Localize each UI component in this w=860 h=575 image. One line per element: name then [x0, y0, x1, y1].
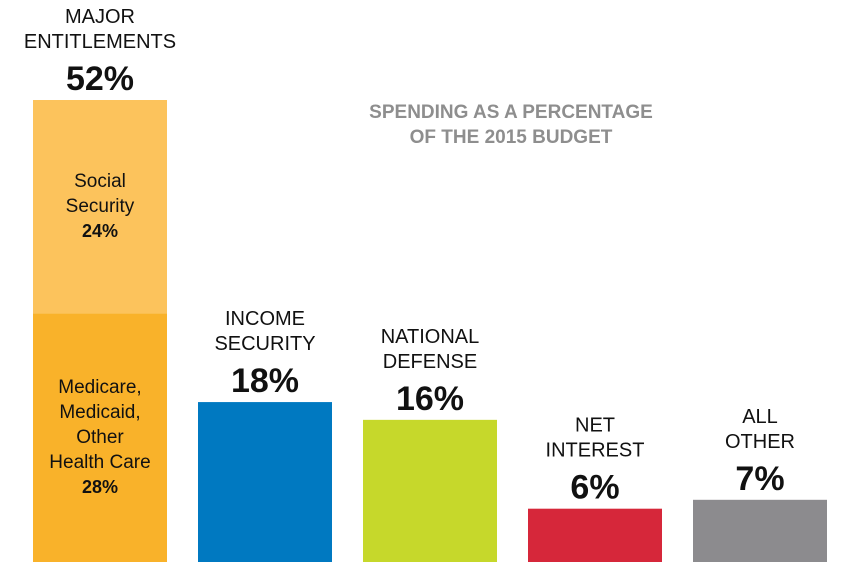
bar-label-net-interest: NET: [575, 415, 615, 437]
segment-label-medicare-medicaid: Health Care: [49, 452, 150, 473]
bar-label-all-other: OTHER: [725, 431, 795, 453]
bar-net-interest: [528, 508, 662, 562]
bar-label-major-entitlements: ENTITLEMENTS: [24, 31, 176, 53]
bar-income-security: [198, 402, 332, 562]
segment-label-medicare-medicaid: Medicaid,: [59, 402, 140, 423]
bar-value-all-other: 7%: [735, 460, 784, 498]
bar-national-defense: [363, 419, 497, 562]
bar-value-national-defense: 16%: [396, 380, 464, 418]
bar-labels: Medicare, Medicaid, Other Health Care 28% Soc…: [24, 6, 795, 507]
bar-segment-medicare-medicaid: [33, 313, 167, 562]
bar-label-all-other: ALL: [742, 406, 778, 428]
bars: [33, 100, 827, 562]
bar-value-major-entitlements: 52%: [66, 60, 134, 98]
chart-title-line: SPENDING AS A PERCENTAGE: [369, 102, 653, 123]
bar-value-net-interest: 6%: [570, 469, 619, 507]
segment-value-medicare-medicaid: 28%: [82, 477, 118, 497]
segment-label-social-security: Security: [66, 196, 135, 217]
bar-label-income-security: SECURITY: [214, 333, 315, 355]
bar-label-major-entitlements: MAJOR: [65, 6, 135, 28]
bar-segment-social-security: [33, 100, 167, 314]
bar-label-net-interest: INTEREST: [546, 440, 645, 462]
segment-label-social-security: Social: [74, 171, 126, 192]
chart-title-line: OF THE 2015 BUDGET: [410, 127, 613, 148]
chart-title: SPENDING AS A PERCENTAGE OF THE 2015 BUDG…: [369, 102, 653, 148]
segment-value-social-security: 24%: [82, 221, 118, 241]
segment-label-medicare-medicaid: Medicare,: [58, 377, 141, 398]
bar-label-national-defense: NATIONAL: [381, 326, 480, 348]
bar-label-national-defense: DEFENSE: [383, 351, 477, 373]
bar-label-income-security: INCOME: [225, 308, 305, 330]
bar-all-other: [693, 499, 827, 562]
bar-value-income-security: 18%: [231, 362, 299, 400]
segment-label-medicare-medicaid: Other: [76, 427, 124, 448]
